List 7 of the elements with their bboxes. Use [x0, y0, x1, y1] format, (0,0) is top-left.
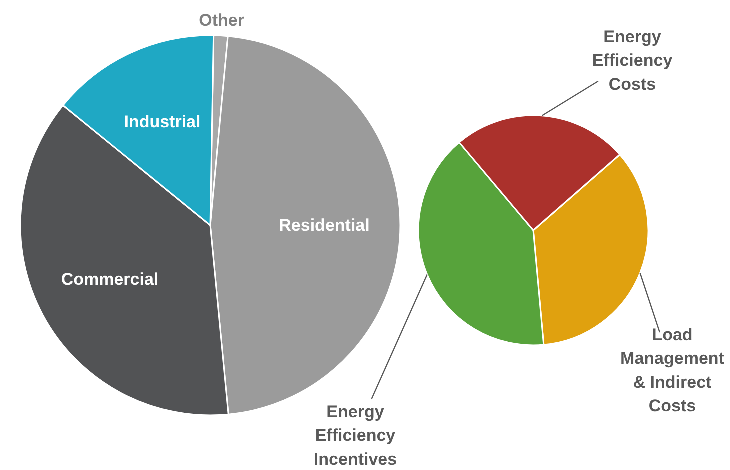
- slice-label: Energy Efficiency Costs: [592, 27, 674, 94]
- slice-label: Other: [199, 11, 245, 30]
- slice-label: Load Management & Indirect Costs: [620, 325, 725, 416]
- slice-label: Commercial: [61, 270, 159, 289]
- slice-label: Residential: [279, 216, 370, 235]
- slice-label: Energy Efficiency Incentives: [314, 402, 398, 469]
- slice-label: Industrial: [124, 112, 201, 132]
